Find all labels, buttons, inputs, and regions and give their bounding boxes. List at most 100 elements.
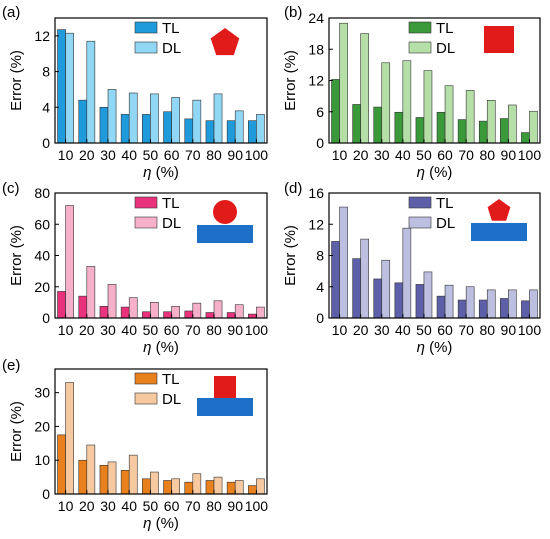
bar-tl-10 <box>331 241 340 319</box>
plate-shape <box>197 225 253 243</box>
circle-shape <box>213 200 237 224</box>
bar-dl-70 <box>465 286 475 319</box>
square-shape <box>214 376 236 398</box>
bar-dl-60 <box>444 85 454 144</box>
x-tick-label: 30 <box>100 322 116 338</box>
bar-dl-90 <box>508 289 517 319</box>
bar-dl-80 <box>486 99 496 144</box>
bar-tl-90 <box>500 118 509 144</box>
y-tick-label: 12 <box>308 216 324 232</box>
y-axis-label: Error (%) <box>8 50 25 111</box>
y-tick-label: 6 <box>316 104 324 120</box>
x-tick-label: 50 <box>416 147 432 163</box>
bar-tl-20 <box>352 258 361 319</box>
bar-dl-90 <box>234 110 244 144</box>
bar-tl-60 <box>163 111 172 144</box>
bar-dl-50 <box>150 93 159 144</box>
x-tick-label: 10 <box>58 498 74 514</box>
x-tick-label: 100 <box>245 322 269 338</box>
x-tick-label: 20 <box>79 322 95 338</box>
legend-swatch-dl <box>134 392 158 405</box>
x-axis-label: η (%) <box>143 515 179 532</box>
y-tick-label: 12 <box>308 73 324 89</box>
plate-shape <box>471 223 527 241</box>
x-axis-symbol: η <box>417 164 425 181</box>
bar-tl-30 <box>99 106 109 144</box>
x-tick-label: 40 <box>395 322 411 338</box>
bar-tl-100 <box>521 300 530 319</box>
x-axis-symbol: η <box>417 339 425 356</box>
x-tick-label: 100 <box>245 147 269 163</box>
panel-label: (a) <box>2 4 20 21</box>
bar-tl-30 <box>373 278 383 319</box>
x-axis-symbol: η <box>143 164 151 181</box>
x-tick-label: 80 <box>206 498 222 514</box>
bar-tl-10 <box>331 79 340 144</box>
x-tick-label: 30 <box>100 498 116 514</box>
x-tick-label: 10 <box>58 322 74 338</box>
bar-tl-80 <box>205 480 215 495</box>
x-tick-label: 30 <box>374 322 390 338</box>
x-tick-label: 50 <box>143 498 159 514</box>
x-tick-label: 60 <box>437 147 453 163</box>
bar-dl-10 <box>339 206 348 319</box>
y-tick-label: 0 <box>316 135 324 151</box>
red-pentagon-icon <box>210 28 240 56</box>
bar-tl-40 <box>120 306 130 319</box>
bar-dl-40 <box>128 454 138 495</box>
bar-dl-60 <box>171 478 180 495</box>
bar-dl-100 <box>529 289 538 319</box>
bar-dl-50 <box>423 271 433 319</box>
bar-tl-70 <box>184 481 194 495</box>
legend-swatch-tl <box>134 196 158 209</box>
bar-tl-60 <box>436 295 446 319</box>
x-axis-symbol: η <box>143 339 151 356</box>
bar-tl-50 <box>142 478 151 495</box>
legend-swatch-tl <box>134 21 158 34</box>
bar-tl-80 <box>478 299 488 319</box>
bar-dl-100 <box>529 110 538 144</box>
bar-dl-60 <box>171 305 180 319</box>
bar-tl-20 <box>78 295 88 319</box>
bar-tl-90 <box>500 298 509 319</box>
legend-label-tl: TL <box>436 195 454 212</box>
bar-dl-10 <box>339 22 348 144</box>
bar-tl-50 <box>415 117 425 144</box>
x-tick-label: 30 <box>100 147 116 163</box>
bar-tl-60 <box>163 311 172 319</box>
bar-dl-80 <box>486 289 496 319</box>
y-tick-label: 80 <box>34 185 50 201</box>
red-pentagon-on-blue-plate-icon <box>471 199 527 241</box>
x-tick-label: 50 <box>143 322 159 338</box>
bar-tl-10 <box>57 291 66 319</box>
bar-dl-70 <box>465 90 475 144</box>
x-axis-symbol: η <box>143 515 151 532</box>
x-tick-label: 100 <box>518 147 542 163</box>
bar-dl-30 <box>107 284 117 319</box>
bar-dl-10 <box>65 382 74 495</box>
panel-d: (d) 0 4 8 12 16 10 20 30 40 50 60 70 80 90 100 Error (%)… <box>282 180 541 356</box>
bar-tl-60 <box>436 111 446 144</box>
bar-dl-70 <box>192 473 202 495</box>
y-tick-label: 0 <box>42 486 50 502</box>
x-tick-label: 60 <box>164 322 180 338</box>
x-tick-label: 90 <box>227 147 243 163</box>
x-axis-unit: (%) <box>425 164 453 181</box>
x-tick-label: 70 <box>185 322 201 338</box>
y-tick-label: 4 <box>42 99 50 115</box>
red-circle-on-blue-plate-icon <box>197 200 253 243</box>
bar-tl-50 <box>142 311 151 319</box>
y-tick-label: 12 <box>34 28 50 44</box>
panel-a: (a) 0 4 8 12 10 20 30 40 50 60 70 80 90 100 Error (%) η … <box>2 4 268 181</box>
y-tick-label: 4 <box>316 279 324 295</box>
bar-dl-100 <box>256 114 265 144</box>
x-tick-label: 70 <box>185 147 201 163</box>
bar-tl-40 <box>120 114 130 144</box>
axes-frame <box>54 17 268 144</box>
x-axis-unit: (%) <box>151 339 179 356</box>
red-square-on-blue-plate-icon <box>197 376 253 416</box>
bar-tl-80 <box>205 312 215 319</box>
x-axis-label: η (%) <box>143 164 179 181</box>
bar-dl-10 <box>65 32 74 144</box>
y-axis-label: Error (%) <box>8 401 25 462</box>
